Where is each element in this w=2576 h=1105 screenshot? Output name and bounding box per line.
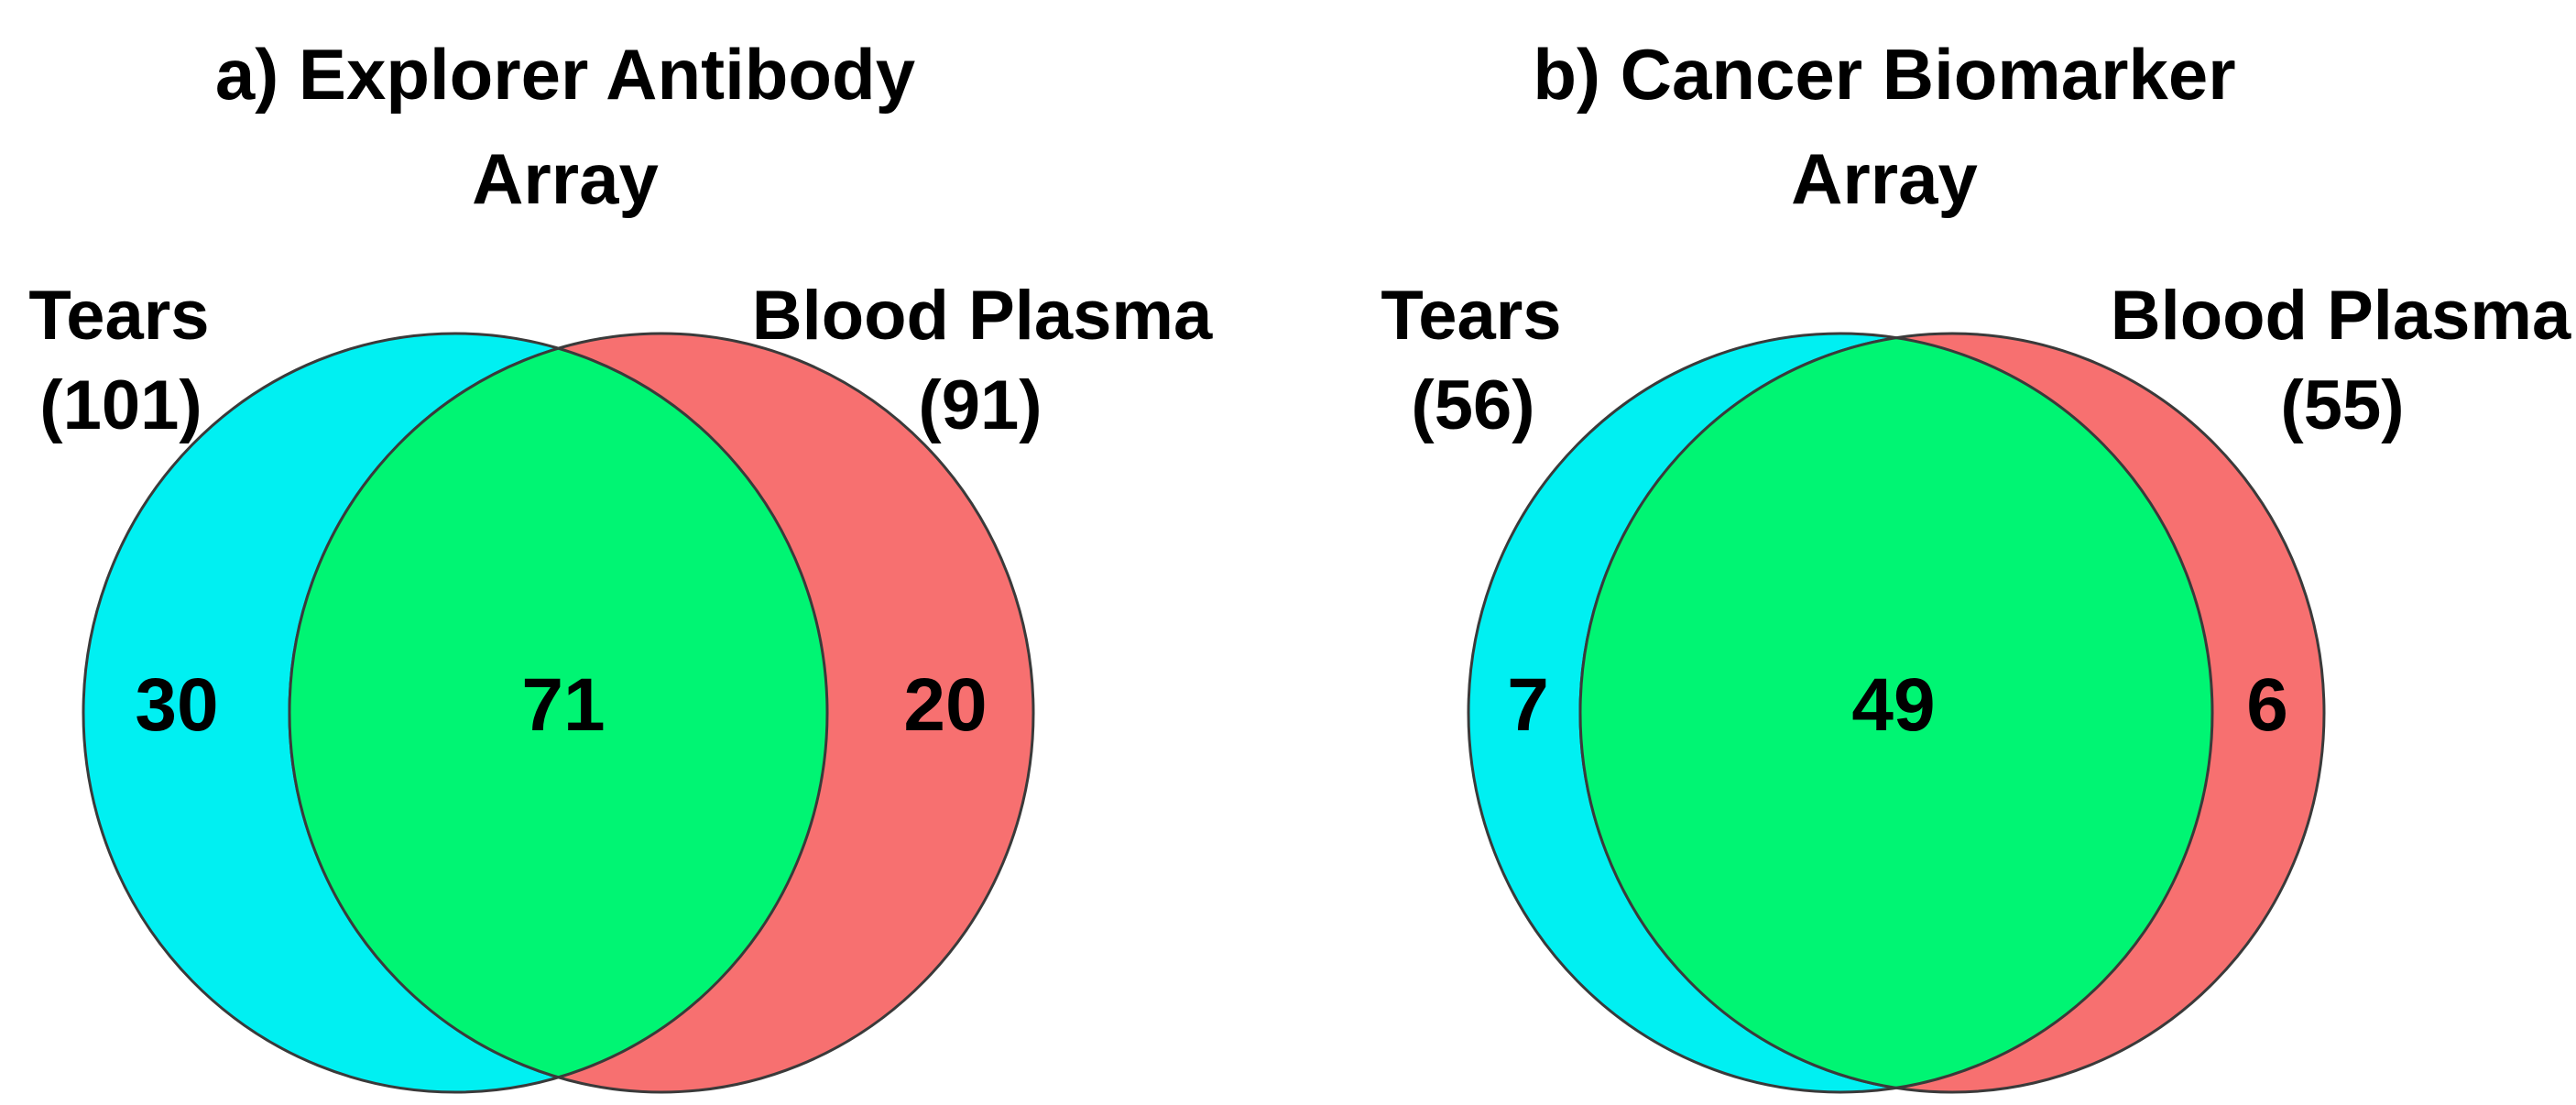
panel-a-blood-plasma-unique-count: 20 <box>903 663 987 747</box>
panel-cancer-biomarker-array: b) Cancer Biomarker Array Tears (56) Blo… <box>1381 34 2571 1094</box>
panel-a-blood-plasma-total: (91) <box>918 367 1042 444</box>
panel-b-overlap-count: 49 <box>1851 663 1935 747</box>
panel-b-title-line1: b) Cancer Biomarker <box>1533 34 2235 115</box>
panel-a-overlap-region <box>289 334 829 1092</box>
panel-b-tears-label: Tears <box>1381 277 1561 355</box>
panel-b-blood-plasma-unique-count: 6 <box>2246 663 2288 747</box>
panel-a-overlap-outline <box>288 334 827 1092</box>
panel-explorer-antibody-array: a) Explorer Antibody Array Tears (101) B… <box>28 34 1213 1094</box>
panel-b-blood-plasma-total: (55) <box>2280 367 2404 444</box>
panel-a-title-line2: Array <box>472 138 659 219</box>
panel-b-blood-plasma-label: Blood Plasma <box>2111 277 2571 355</box>
panel-b-overlap-region <box>1580 334 2214 1092</box>
panel-b-tears-total: (56) <box>1411 367 1534 444</box>
panel-b-tears-unique-count: 7 <box>1507 663 1549 747</box>
panel-a-title-line1: a) Explorer Antibody <box>215 34 915 115</box>
panel-a-tears-unique-count: 30 <box>135 663 218 747</box>
panel-a-overlap-count: 71 <box>521 663 605 747</box>
panel-a-tears-label: Tears <box>28 277 209 355</box>
panel-a-tears-total: (101) <box>39 367 202 444</box>
panel-a-blood-plasma-label: Blood Plasma <box>752 277 1213 355</box>
panel-b-title-line2: Array <box>1791 138 1978 219</box>
panel-b-overlap-outline <box>1578 334 2212 1092</box>
